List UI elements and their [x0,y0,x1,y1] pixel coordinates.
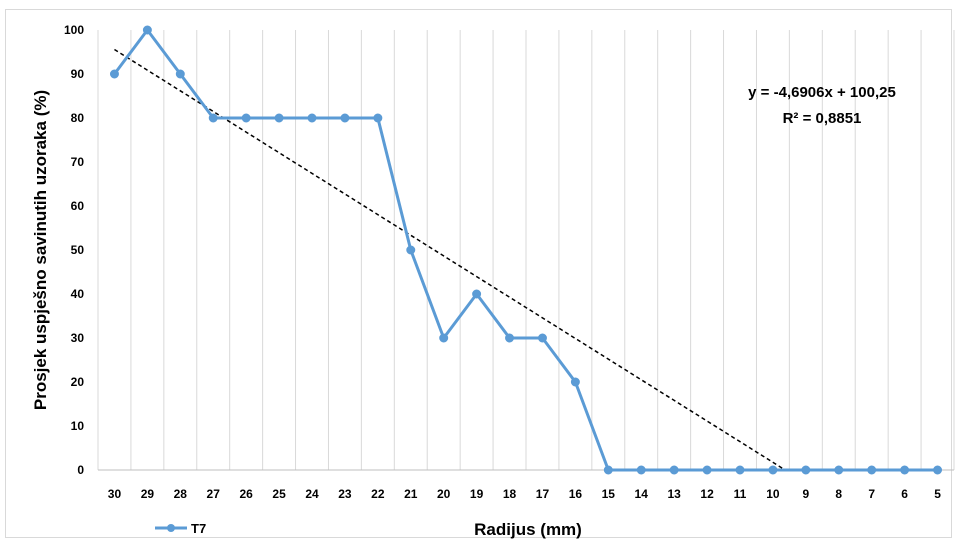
y-tick-label: 80 [71,111,85,125]
data-point [669,465,679,475]
x-axis-title: Radijus (mm) [474,520,582,539]
legend-marker [167,524,175,532]
x-tick-label: 9 [803,487,810,501]
x-tick-label: 26 [239,487,253,501]
y-tick-label: 30 [71,331,85,345]
series-layer [109,25,943,475]
x-tick-label: 12 [700,487,714,501]
trendline-path [114,48,786,471]
x-tick-label: 30 [108,487,122,501]
x-tick-label: 10 [766,487,780,501]
legend-label: T7 [191,521,206,536]
data-point [867,465,877,475]
x-tick-label: 8 [835,487,842,501]
y-tick-label: 90 [71,67,85,81]
data-point [570,377,580,387]
y-tick-label: 0 [77,463,84,477]
x-tick-label: 29 [141,487,155,501]
data-point [472,289,482,299]
x-tick-label: 17 [536,487,550,501]
data-point [834,465,844,475]
legend: T7 [155,521,206,536]
grid [97,30,955,470]
y-tick-label: 100 [64,23,84,37]
y-tick-label: 70 [71,155,85,169]
x-tick-label: 18 [503,487,517,501]
series-line-t7 [113,28,938,472]
x-tick-label: 11 [734,487,747,501]
x-tick-label: 20 [437,487,451,501]
data-point [439,333,449,343]
data-point [933,465,943,475]
trendline-r-squared: R² = 0,8851 [783,110,862,127]
data-point [241,113,251,123]
x-tick-label: 22 [371,487,385,501]
data-point [307,113,317,123]
data-point [373,113,383,123]
data-point [274,113,284,123]
x-tick-label: 28 [174,487,188,501]
y-tick-label: 40 [71,287,85,301]
x-tick-label: 23 [338,487,352,501]
x-tick-label: 21 [404,487,418,501]
trendline [114,48,786,471]
data-point [406,245,416,255]
x-tick-label: 14 [635,487,649,501]
data-point [702,465,712,475]
data-point [801,465,811,475]
data-point [636,465,646,475]
x-tick-label: 16 [569,487,583,501]
tick-labels: 30 29 28 27 26 25 24 23 22 21 20 19 18 17 16 15 14 13 12 11… [64,23,941,501]
chart-border [5,9,952,538]
x-tick-label: 24 [305,487,319,501]
x-tick-label: 25 [272,487,286,501]
x-tick-label: 19 [470,487,484,501]
x-tick-label: 27 [207,487,221,501]
y-tick-label: 60 [71,199,85,213]
data-point [505,333,515,343]
data-point [537,333,547,343]
data-point [603,465,613,475]
data-point [768,465,778,475]
x-tick-label: 13 [667,487,681,501]
data-point [900,465,910,475]
data-point [109,69,119,79]
x-tick-label: 15 [602,487,616,501]
y-tick-label: 50 [71,243,85,257]
data-point [735,465,745,475]
trendline-equation: y = -4,6906x + 100,25 [748,84,896,101]
y-tick-label: 20 [71,375,85,389]
data-point [340,113,350,123]
x-tick-label: 6 [901,487,908,501]
data-point [175,69,185,79]
x-tick-label: 7 [868,487,875,501]
y-axis-title: Prosjek uspješno savinutih uzoraka (%) [31,90,50,410]
data-point [142,25,152,35]
y-tick-label: 10 [71,419,85,433]
x-tick-label: 5 [934,487,941,501]
data-point [208,113,218,123]
